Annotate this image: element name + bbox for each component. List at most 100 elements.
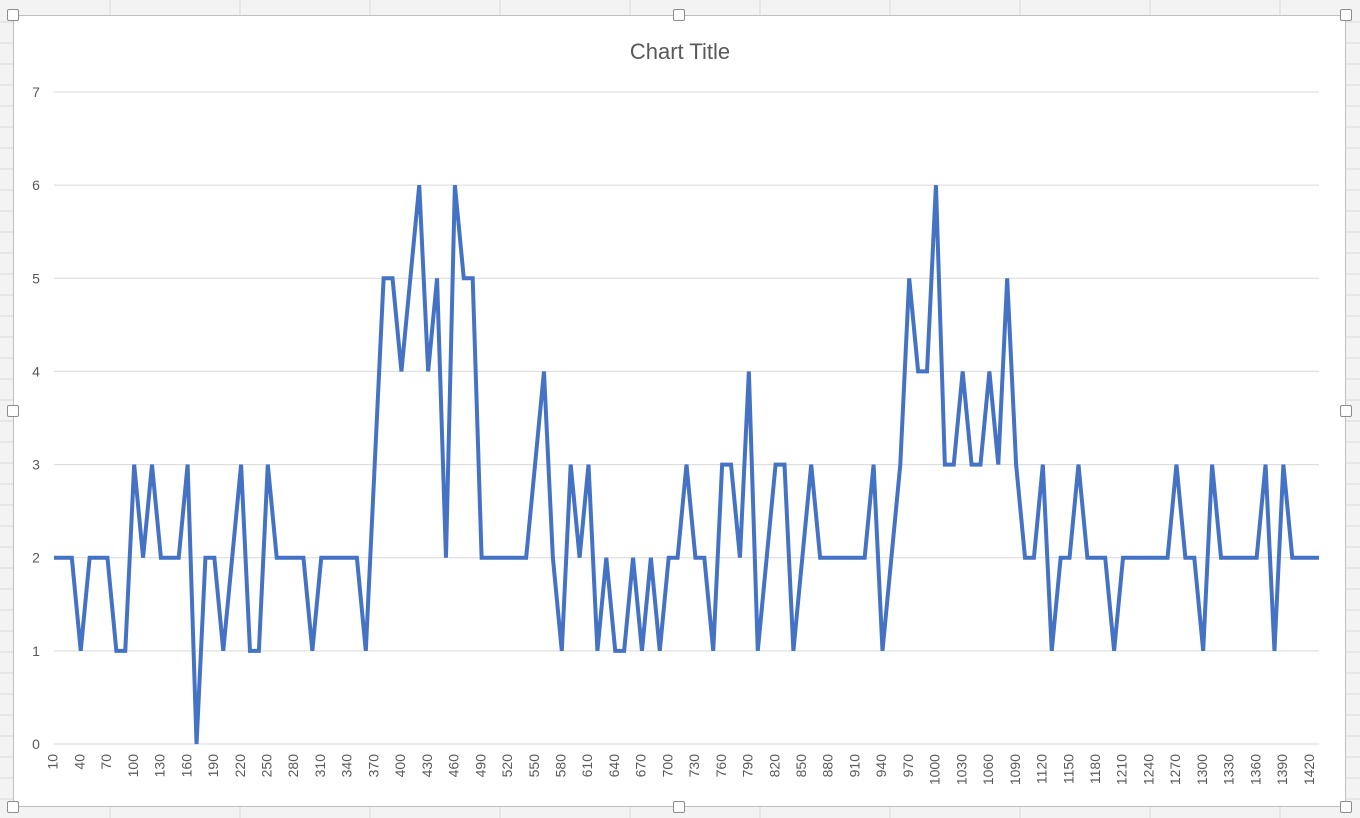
- data-point[interactable]: [960, 368, 966, 374]
- data-point[interactable]: [666, 555, 672, 561]
- data-point[interactable]: [1289, 555, 1295, 561]
- data-point[interactable]: [1147, 555, 1153, 561]
- data-point[interactable]: [817, 555, 823, 561]
- data-point[interactable]: [701, 555, 707, 561]
- resize-handle-bottom-right[interactable]: [1340, 801, 1352, 813]
- data-point[interactable]: [1138, 555, 1144, 561]
- data-point[interactable]: [1067, 555, 1073, 561]
- data-point[interactable]: [1031, 555, 1037, 561]
- data-point[interactable]: [1111, 648, 1117, 654]
- data-point[interactable]: [87, 555, 93, 561]
- resize-handle-bottom-left[interactable]: [7, 801, 19, 813]
- data-point[interactable]: [238, 462, 244, 468]
- data-point[interactable]: [194, 741, 200, 747]
- data-point[interactable]: [924, 368, 930, 374]
- data-point[interactable]: [1165, 555, 1171, 561]
- data-point[interactable]: [844, 555, 850, 561]
- data-point[interactable]: [434, 275, 440, 281]
- data-point[interactable]: [1129, 555, 1135, 561]
- data-point[interactable]: [185, 462, 191, 468]
- data-point[interactable]: [897, 462, 903, 468]
- data-point[interactable]: [1307, 555, 1313, 561]
- data-point[interactable]: [995, 462, 1001, 468]
- data-point[interactable]: [942, 462, 948, 468]
- resize-handle-top[interactable]: [673, 9, 685, 21]
- data-point[interactable]: [969, 462, 975, 468]
- data-point[interactable]: [799, 555, 805, 561]
- data-point[interactable]: [879, 648, 885, 654]
- data-point[interactable]: [229, 555, 235, 561]
- data-point[interactable]: [1218, 555, 1224, 561]
- data-point[interactable]: [1102, 555, 1108, 561]
- data-point[interactable]: [541, 368, 547, 374]
- data-point[interactable]: [345, 555, 351, 561]
- data-point[interactable]: [176, 555, 182, 561]
- data-point[interactable]: [781, 462, 787, 468]
- data-point[interactable]: [51, 555, 57, 561]
- data-point[interactable]: [336, 555, 342, 561]
- data-point[interactable]: [1245, 555, 1251, 561]
- data-point[interactable]: [550, 555, 556, 561]
- data-point[interactable]: [425, 368, 431, 374]
- data-point[interactable]: [1058, 555, 1064, 561]
- data-point[interactable]: [470, 275, 476, 281]
- data-point[interactable]: [1084, 555, 1090, 561]
- data-point[interactable]: [96, 555, 102, 561]
- data-point[interactable]: [862, 555, 868, 561]
- data-point[interactable]: [737, 555, 743, 561]
- data-point[interactable]: [104, 555, 110, 561]
- data-point[interactable]: [1075, 462, 1081, 468]
- data-point[interactable]: [933, 182, 939, 188]
- data-point[interactable]: [1156, 555, 1162, 561]
- data-point[interactable]: [1236, 555, 1242, 561]
- data-point[interactable]: [220, 648, 226, 654]
- data-point[interactable]: [1013, 462, 1019, 468]
- data-point[interactable]: [416, 182, 422, 188]
- data-point[interactable]: [514, 555, 520, 561]
- data-point[interactable]: [790, 648, 796, 654]
- data-point[interactable]: [140, 555, 146, 561]
- data-point[interactable]: [986, 368, 992, 374]
- data-point[interactable]: [479, 555, 485, 561]
- data-point[interactable]: [710, 648, 716, 654]
- data-point[interactable]: [1209, 462, 1215, 468]
- data-point[interactable]: [274, 555, 280, 561]
- data-point[interactable]: [318, 555, 324, 561]
- data-point[interactable]: [256, 648, 262, 654]
- data-point[interactable]: [719, 462, 725, 468]
- data-point[interactable]: [523, 555, 529, 561]
- data-point[interactable]: [398, 368, 404, 374]
- data-point[interactable]: [158, 555, 164, 561]
- data-point[interactable]: [1280, 462, 1286, 468]
- data-point[interactable]: [1316, 555, 1322, 561]
- data-point[interactable]: [603, 555, 609, 561]
- data-point[interactable]: [113, 648, 119, 654]
- data-point[interactable]: [835, 555, 841, 561]
- data-point[interactable]: [684, 462, 690, 468]
- data-point[interactable]: [292, 555, 298, 561]
- data-point[interactable]: [728, 462, 734, 468]
- data-point[interactable]: [407, 275, 413, 281]
- resize-handle-bottom[interactable]: [673, 801, 685, 813]
- data-point[interactable]: [559, 648, 565, 654]
- data-point[interactable]: [808, 462, 814, 468]
- data-point[interactable]: [60, 555, 66, 561]
- data-point[interactable]: [149, 462, 155, 468]
- data-point[interactable]: [568, 462, 574, 468]
- data-point[interactable]: [1182, 555, 1188, 561]
- data-point[interactable]: [167, 555, 173, 561]
- data-point[interactable]: [773, 462, 779, 468]
- data-point[interactable]: [764, 555, 770, 561]
- data-point[interactable]: [327, 555, 333, 561]
- data-point[interactable]: [746, 368, 752, 374]
- data-point[interactable]: [755, 648, 761, 654]
- resize-handle-right[interactable]: [1340, 405, 1352, 417]
- data-point[interactable]: [381, 275, 387, 281]
- resize-handle-left[interactable]: [7, 405, 19, 417]
- data-point[interactable]: [496, 555, 502, 561]
- data-point[interactable]: [202, 555, 208, 561]
- data-point[interactable]: [586, 462, 592, 468]
- data-point[interactable]: [1271, 648, 1277, 654]
- data-point[interactable]: [977, 462, 983, 468]
- data-point[interactable]: [951, 462, 957, 468]
